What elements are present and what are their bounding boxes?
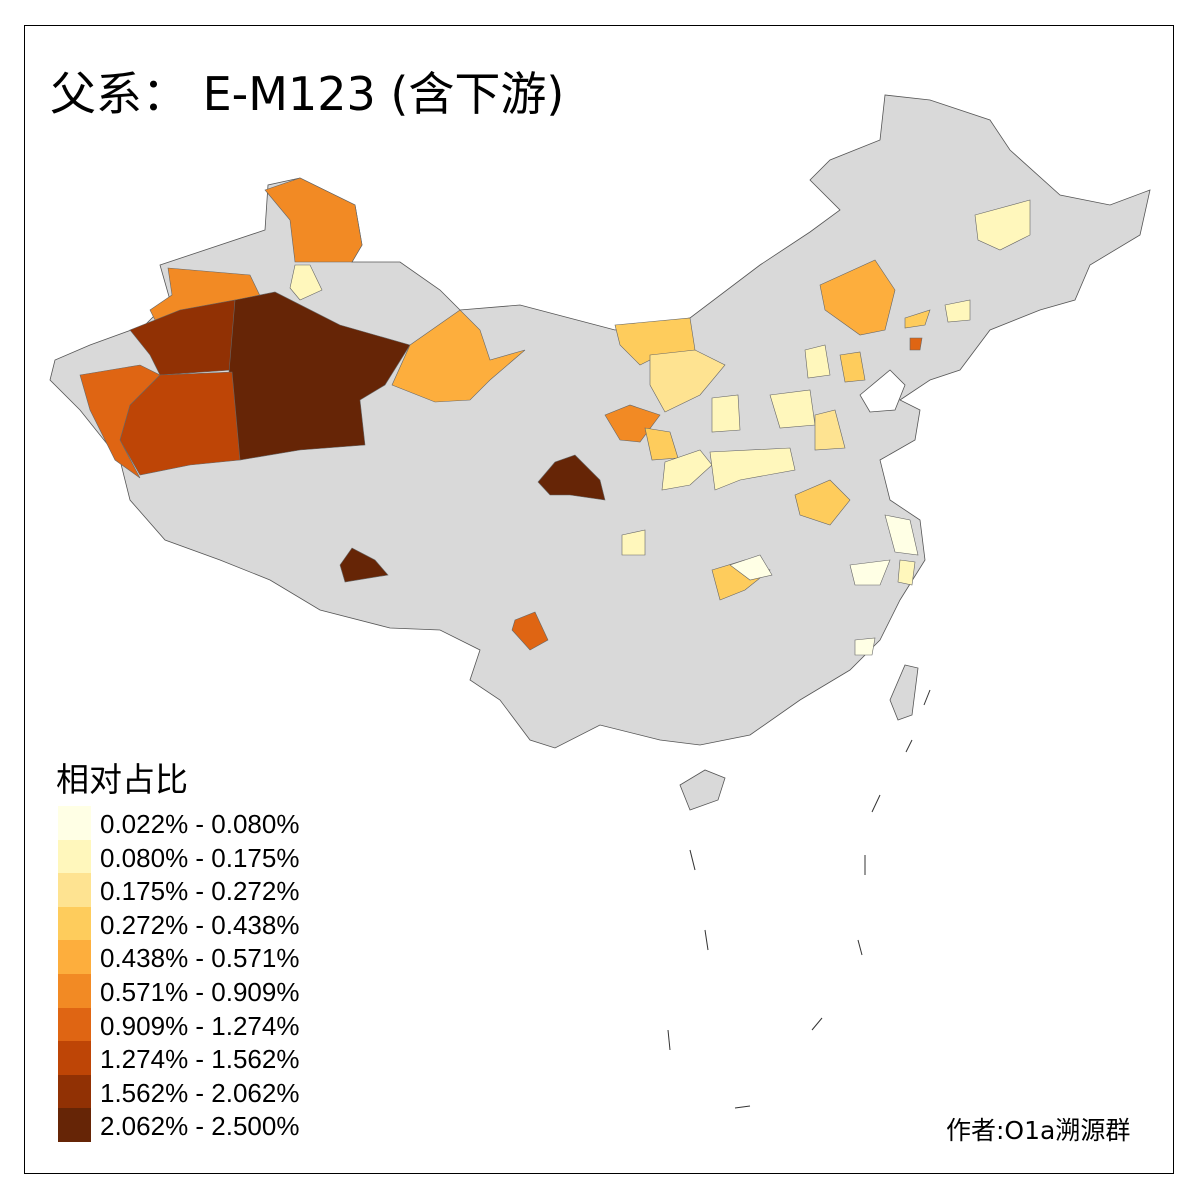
legend-item: 0.272% - 0.438% [58,906,318,941]
legend-swatch [58,873,91,908]
legend-label: 0.175% - 0.272% [100,876,300,907]
legend-swatch [58,906,91,941]
hainan-island [679,769,726,811]
legend-item: 2.062% - 2.500% [58,1108,318,1143]
legend-label: 0.080% - 0.175% [100,842,300,873]
map-region [974,199,1031,251]
map-region [711,394,741,433]
author-credit: 作者:O1a溯源群 [946,1116,1131,1145]
map-region [819,259,896,336]
map-region [849,559,891,586]
map-region [904,309,931,329]
legend-swatch [58,974,91,1008]
bohai-sea [859,369,906,413]
legend-item: 0.022% - 0.080% [58,806,318,840]
legend-label: 1.562% - 2.062% [100,1077,300,1108]
legend-label: 0.909% - 1.274% [100,1010,300,1041]
map-region [709,447,796,491]
map-region [854,637,876,656]
map-region [511,611,549,651]
legend-item: 0.571% - 0.909% [58,974,318,1008]
legend-swatch [58,839,91,874]
legend-label: 0.438% - 0.571% [100,943,300,974]
map-region [909,337,923,351]
map-region [804,344,831,379]
colored-regions [79,177,1031,656]
legend-item: 0.080% - 0.175% [58,839,318,874]
map-region [264,177,363,263]
legend-swatch [58,1108,91,1143]
legend-item: 1.274% - 1.562% [58,1041,318,1076]
map-region [661,449,713,491]
legend-label: 2.062% - 2.500% [100,1111,300,1142]
legend-item: 1.562% - 2.062% [58,1074,318,1109]
legend-item: 0.909% - 1.274% [58,1007,318,1042]
legend-item: 0.175% - 0.272% [58,873,318,908]
map-region [814,409,846,451]
legend-swatch [58,1074,91,1109]
legend-title: 相对占比 [56,760,188,799]
legend-swatch [58,806,91,840]
taiwan-island [889,664,919,721]
map-region [391,309,526,403]
map-frame [24,25,1174,1174]
map-region [79,364,161,479]
map-region [897,559,916,586]
legend-label: 0.022% - 0.080% [100,809,300,839]
map-region [729,554,773,581]
legend-swatch [58,940,91,975]
map-region [339,547,389,583]
legend-swatch [58,1041,91,1076]
legend-swatch [58,1007,91,1042]
map-region [289,264,323,301]
map-region [537,454,606,501]
south-china-sea-islands [667,689,931,1109]
map-region [839,351,866,383]
legend-label: 0.571% - 0.909% [100,977,300,1007]
map-region [884,514,919,556]
map-region [649,349,726,413]
legend-label: 1.274% - 1.562% [100,1044,300,1075]
legend-item: 0.438% - 0.571% [58,940,318,975]
map-title: 父系： E-M123 (含下游) [50,67,565,121]
map-region [944,299,971,323]
legend-label: 0.272% - 0.438% [100,909,300,940]
map-region [621,529,646,556]
map-region [794,479,851,526]
